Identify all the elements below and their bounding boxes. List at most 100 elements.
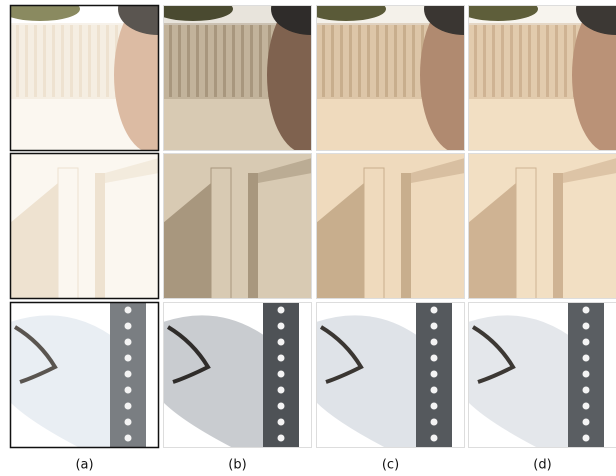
fence-bar: [79, 25, 82, 97]
fence-bar: [196, 25, 199, 97]
image-content: [316, 153, 465, 319]
fence-bar: [474, 25, 477, 97]
image-content: [163, 302, 312, 448]
fence-bar: [331, 25, 334, 97]
fence-bar: [43, 25, 46, 97]
pole-hole: [278, 355, 285, 362]
fence-bar: [169, 25, 172, 97]
image-content: [468, 302, 616, 448]
fence-bar: [528, 25, 531, 97]
column-label: (b): [228, 458, 246, 473]
pole-hole: [125, 387, 132, 394]
image-cell: [316, 302, 465, 448]
fence-bar: [510, 25, 513, 97]
pole-hole: [125, 307, 132, 314]
fence-bar: [367, 25, 370, 97]
pole-hole: [125, 371, 132, 378]
column-label: (d): [533, 458, 551, 473]
fence-bar: [519, 25, 522, 97]
pole-hole: [431, 371, 438, 378]
pole-hole: [431, 387, 438, 394]
image-cell: [163, 153, 312, 319]
image-content: [10, 302, 159, 448]
fence-bar: [187, 25, 190, 97]
image-cell: [10, 302, 159, 448]
image-content: [163, 153, 312, 319]
pole-hole: [125, 339, 132, 346]
fence-bar: [537, 25, 540, 97]
fence-bar: [340, 25, 343, 97]
fence-bar: [232, 25, 235, 97]
pillar-edge: [401, 173, 411, 319]
fence-bar: [205, 25, 208, 97]
pole-hole: [431, 323, 438, 330]
fence-bar: [546, 25, 549, 97]
pole-hole: [583, 403, 590, 410]
image-cell: [10, 153, 159, 319]
pole-hole: [125, 435, 132, 442]
pillar: [211, 168, 231, 314]
pole-hole: [431, 307, 438, 314]
fence-bar: [241, 25, 244, 97]
fence-bar: [250, 25, 253, 97]
fence-bar: [88, 25, 91, 97]
image-cell: [468, 153, 616, 319]
pillar-edge: [248, 173, 258, 319]
image-cell: [316, 153, 465, 319]
fence-bar: [483, 25, 486, 97]
fence-bar: [349, 25, 352, 97]
fence-bar: [16, 25, 19, 97]
fence-bar: [555, 25, 558, 97]
fence-bar: [403, 25, 406, 97]
pole-hole: [431, 435, 438, 442]
fence-bar: [394, 25, 397, 97]
fence-bar: [223, 25, 226, 97]
pole-hole: [583, 307, 590, 314]
pole-hole: [278, 371, 285, 378]
fence-bar: [61, 25, 64, 97]
column-label: (c): [382, 458, 399, 473]
fence-bar: [501, 25, 504, 97]
image-cell: [468, 302, 616, 448]
pole-hole: [583, 323, 590, 330]
fence-bar: [385, 25, 388, 97]
pillar-edge: [553, 173, 563, 319]
image-cell: [458, 0, 616, 153]
pole-hole: [125, 323, 132, 330]
pole-hole: [583, 387, 590, 394]
pole-hole: [583, 419, 590, 426]
image-content: [10, 153, 159, 319]
fence-bar: [322, 25, 325, 97]
pole-hole: [278, 323, 285, 330]
pole-hole: [583, 339, 590, 346]
fence-bar: [34, 25, 37, 97]
figure: (a) (b) (c) (d): [0, 0, 616, 476]
fence-bar: [25, 25, 28, 97]
pillar: [364, 168, 384, 314]
image-content: [468, 153, 616, 319]
pole-hole: [431, 355, 438, 362]
pole-hole: [125, 403, 132, 410]
image-content: [316, 302, 465, 448]
column-label: (a): [75, 458, 93, 473]
pillar: [58, 168, 78, 314]
fence-bar: [259, 25, 262, 97]
pole-hole: [125, 419, 132, 426]
pole-hole: [278, 339, 285, 346]
fence-bar: [358, 25, 361, 97]
fence-bar: [564, 25, 567, 97]
pole-hole: [431, 403, 438, 410]
page: (a)(b)(c)(d) (() => { const data = JSON.…: [0, 0, 616, 476]
fence-bar: [70, 25, 73, 97]
pole-hole: [278, 435, 285, 442]
fence-bar: [412, 25, 415, 97]
pole-hole: [125, 355, 132, 362]
pole-hole: [278, 403, 285, 410]
pole-hole: [583, 355, 590, 362]
fence-bar: [106, 25, 109, 97]
fence-bar: [376, 25, 379, 97]
fence-bar: [214, 25, 217, 97]
image-content: [458, 0, 616, 153]
pillar-edge: [95, 173, 105, 319]
pole-hole: [431, 339, 438, 346]
